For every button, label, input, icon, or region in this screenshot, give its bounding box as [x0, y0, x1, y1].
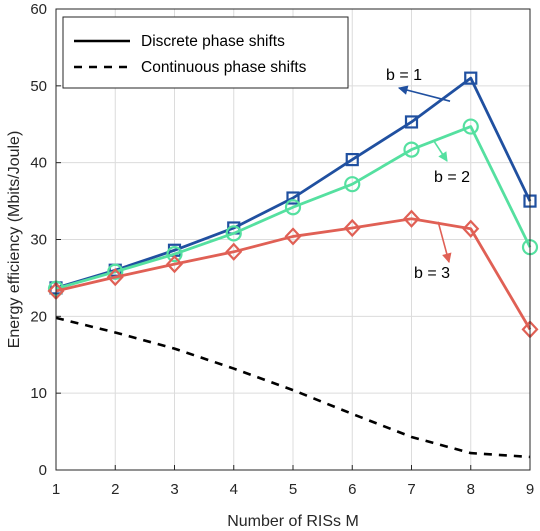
diamond-marker	[284, 227, 302, 246]
diamond-marker	[165, 254, 184, 274]
series-layer	[47, 71, 539, 459]
square-marker	[286, 191, 300, 205]
diamond-marker	[225, 242, 243, 261]
annotation-arrow-shaft	[398, 87, 451, 102]
annotation-arrow-head	[442, 252, 452, 264]
series-line-2	[55, 217, 532, 331]
annotation-layer: b = 1 b = 2 b = 3	[386, 67, 470, 282]
legend: Discrete phase shifts Continuous phase s…	[62, 16, 349, 89]
annotation-arrow-head	[438, 151, 448, 162]
x-tick-label: 2	[111, 481, 119, 498]
x-tick-label: 8	[467, 481, 475, 498]
series-line-3	[55, 316, 531, 459]
circle-marker	[462, 118, 479, 135]
annotation-label: b = 2	[434, 169, 470, 186]
x-axis-label: Number of RISs M	[227, 513, 359, 530]
diamond-marker	[106, 268, 124, 287]
series-line-1	[55, 125, 532, 291]
y-tick-label: 30	[30, 232, 47, 249]
x-tick-label: 3	[170, 481, 178, 498]
annotation-label: b = 1	[386, 67, 422, 84]
circle-marker	[107, 263, 124, 280]
circle-marker	[284, 199, 302, 216]
x-tick-label: 4	[230, 481, 238, 498]
circle-marker	[344, 176, 361, 193]
diamond-marker	[402, 209, 421, 228]
circle-marker	[225, 225, 242, 242]
y-tick-label: 50	[30, 78, 47, 95]
annotation-arrow-head	[397, 85, 409, 95]
x-tick-label: 6	[348, 481, 356, 498]
square-marker	[464, 71, 478, 85]
y-tick-label: 60	[30, 1, 47, 18]
x-tick-label: 9	[526, 481, 534, 498]
circle-marker	[403, 141, 420, 158]
y-tick-label: 20	[30, 308, 47, 325]
y-tick-label: 10	[30, 385, 47, 402]
x-tick-label: 1	[52, 481, 60, 498]
x-tick-label: 5	[289, 481, 297, 498]
series-line-0	[55, 76, 532, 290]
y-axis-label: Energy efficiency (Mbits/Joule)	[6, 131, 23, 349]
legend-box	[62, 16, 349, 89]
annotation-label: b = 3	[414, 265, 450, 282]
plot-border	[55, 8, 531, 471]
y-tick-label: 0	[39, 462, 47, 479]
square-marker	[404, 115, 419, 129]
circle-marker	[166, 245, 183, 263]
legend-label-continuous: Continuous phase shifts	[141, 59, 307, 76]
diamond-marker	[462, 219, 480, 238]
legend-label-discrete: Discrete phase shifts	[141, 33, 285, 50]
x-tick-label: 7	[407, 481, 415, 498]
square-marker	[345, 152, 359, 167]
diamond-marker	[343, 218, 361, 238]
y-tick-label: 40	[30, 155, 47, 172]
